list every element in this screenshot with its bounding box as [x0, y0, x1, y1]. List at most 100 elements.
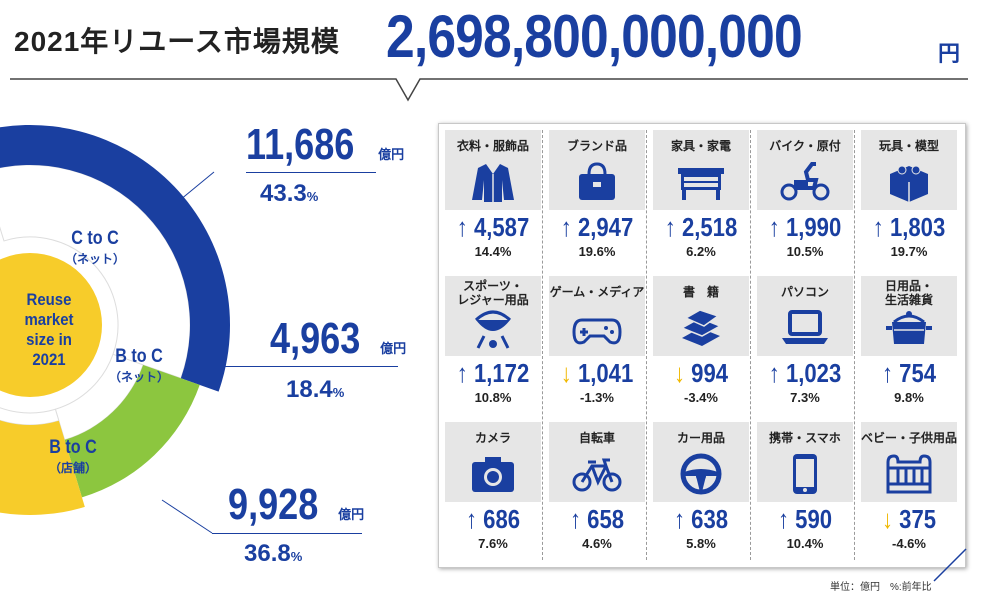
- segment-label-b-to-c-store: B to C （店舗）: [38, 437, 108, 476]
- center-label-line: 2021: [32, 350, 66, 369]
- category-name: カメラ: [474, 431, 511, 445]
- category-name: 携帯・スマホ: [769, 431, 841, 445]
- category-name: 日用品・ 生活雑貨: [884, 279, 933, 307]
- category-cell: ベビー・子供用品 ↓ 375 -4.6%: [861, 422, 957, 557]
- category-value-row: ↑ 2,518: [660, 212, 742, 243]
- category-name: 自転車: [578, 431, 615, 445]
- stat-pct-unit: %: [290, 549, 303, 564]
- donut-center: [0, 253, 102, 397]
- stat-underline: [210, 366, 398, 367]
- category-value-row: ↑ 1,172: [452, 358, 534, 389]
- category-yoy-pct: -4.6%: [892, 536, 926, 551]
- category-yoy-pct: 10.8%: [474, 390, 512, 405]
- category-yoy-pct: 5.8%: [686, 536, 716, 551]
- market-share-donut-chart: [0, 125, 230, 516]
- category-yoy-pct: 9.8%: [894, 390, 924, 405]
- category-name: 玩具・模型: [878, 139, 939, 153]
- category-yoy-pct: 10.5%: [786, 244, 824, 259]
- stat-pct: 18.4: [286, 376, 333, 403]
- trend-up-arrow-icon: ↑: [560, 212, 572, 242]
- column-divider: [750, 130, 751, 560]
- segment-label-c-to-c: C to C （ネット）: [60, 228, 130, 267]
- category-name: バイク・原付: [769, 139, 841, 153]
- center-label-line: size in: [26, 330, 72, 349]
- category-cell: 家具・家電 ↑ 2,518 6.2%: [653, 130, 749, 265]
- category-value: 994: [691, 358, 729, 388]
- category-value: 590: [795, 504, 833, 534]
- category-header: [549, 276, 645, 356]
- category-name: ゲーム・メディア: [549, 285, 645, 299]
- segment-label-b-to-c-net: B to C （ネット）: [104, 346, 174, 385]
- category-value: 375: [899, 504, 937, 534]
- trend-up-arrow-icon: ↑: [465, 504, 478, 534]
- stat-unit: 億円: [378, 147, 405, 162]
- category-cell: カメラ ↑ 686 7.6%: [445, 422, 541, 557]
- trend-up-arrow-icon: ↑: [768, 212, 780, 242]
- books-icon: [680, 309, 722, 346]
- donut-slice: [0, 420, 85, 516]
- trend-down-arrow-icon: ↓: [881, 504, 894, 534]
- footnote: 単位：億円 %:前年比: [830, 582, 932, 593]
- category-value-row: ↑ 2,947: [556, 212, 638, 243]
- furniture-icon: [678, 168, 724, 200]
- category-value-row: ↑ 590: [764, 504, 846, 535]
- category-value: 658: [587, 504, 625, 534]
- category-cell: スポーツ・ レジャー用品 ↑ 1,172 10.8%: [445, 276, 541, 411]
- segment-sub: （店舗）: [48, 461, 97, 475]
- segment-sub: （ネット）: [108, 370, 169, 384]
- donut-slice: [64, 364, 200, 498]
- category-yoy-pct: 10.4%: [786, 536, 824, 551]
- category-value-row: ↑ 1,023: [764, 358, 846, 389]
- category-yoy-pct: 14.4%: [474, 244, 512, 259]
- category-value-row: ↓ 994: [660, 358, 742, 389]
- stat-value: 11,686: [246, 120, 355, 169]
- stat-b-to-c-store: 9,928 億円: [228, 480, 364, 530]
- category-cell: 玩具・模型 ↑ 1,803 19.7%: [861, 130, 957, 265]
- category-cell: 携帯・スマホ ↑ 590 10.4%: [757, 422, 853, 557]
- category-name: ベビー・子供用品: [861, 431, 958, 445]
- category-grid: 衣料・服飾品 ↑ 4,587 14.4% ブランド品 ↑ 2,947 19.6% 家具・家電…: [438, 123, 966, 568]
- category-header: [549, 422, 645, 502]
- category-value: 4,587: [473, 212, 530, 242]
- handbag-icon: [579, 162, 615, 200]
- center-label-line: Reuse: [26, 290, 72, 309]
- stat-b-to-c-net: 4,963 億円: [270, 314, 406, 364]
- category-name: 家具・家電: [670, 139, 731, 153]
- toy-block-icon: [890, 165, 928, 202]
- trend-down-arrow-icon: ↓: [560, 358, 572, 388]
- donut-wedge: [0, 407, 60, 426]
- donut-slice: [0, 125, 230, 392]
- trend-up-arrow-icon: ↑: [456, 212, 468, 242]
- stat-c-to-c: 11,686 億円: [246, 120, 404, 170]
- stat-pct-c-to-c: 43.3%: [260, 180, 318, 208]
- page-title: 2021年リユース市場規模: [14, 26, 340, 57]
- pot-icon: [886, 311, 932, 344]
- trend-up-arrow-icon: ↑: [664, 212, 676, 242]
- category-cell: 自転車 ↑ 658 4.6%: [549, 422, 645, 557]
- category-value: 638: [691, 504, 729, 534]
- category-cell: ゲーム・メディア ↓ 1,041 -1.3%: [549, 276, 645, 411]
- category-value-row: ↑ 1,990: [764, 212, 846, 243]
- category-value-row: ↑ 638: [660, 504, 742, 535]
- category-yoy-pct: 7.6%: [478, 536, 508, 551]
- column-divider: [646, 130, 647, 560]
- category-value-row: ↑ 1,803: [868, 212, 950, 243]
- stat-underline: [212, 533, 362, 534]
- category-value-row: ↓ 375: [868, 504, 950, 535]
- jacket-icon: [472, 164, 514, 202]
- category-value-row: ↑ 658: [556, 504, 638, 535]
- stat-pct-b-to-c-store: 36.8%: [244, 540, 302, 568]
- category-name: ブランド品: [566, 139, 627, 153]
- bicycle-icon: [572, 458, 622, 492]
- category-value: 1,041: [577, 358, 634, 388]
- column-divider: [542, 130, 543, 560]
- category-value-row: ↑ 754: [868, 358, 950, 389]
- corner-decoration: [933, 548, 967, 582]
- category-yoy-pct: 6.2%: [686, 244, 716, 259]
- donut-wedge: [0, 164, 191, 379]
- segment-name: B to C: [115, 346, 163, 367]
- category-value: 1,990: [785, 212, 842, 242]
- smartphone-icon: [793, 454, 817, 494]
- trend-up-arrow-icon: ↑: [777, 504, 790, 534]
- trend-up-arrow-icon: ↑: [881, 358, 894, 388]
